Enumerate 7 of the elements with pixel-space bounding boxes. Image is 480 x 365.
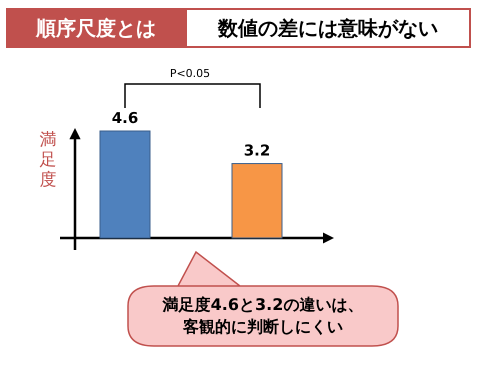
chart-title: 順序尺度とは — [35, 16, 156, 40]
data-label: 3.2 — [244, 142, 270, 160]
text: P<0.05 — [170, 67, 210, 80]
y-axis-title: 満足度 — [40, 130, 56, 190]
data-label: 4.6 — [112, 109, 138, 127]
chart-subtitle: 数値の差には意味がない — [217, 16, 438, 40]
text: 満足度4.6と3.2の違いは、客観的に判断しにくい — [162, 294, 364, 338]
